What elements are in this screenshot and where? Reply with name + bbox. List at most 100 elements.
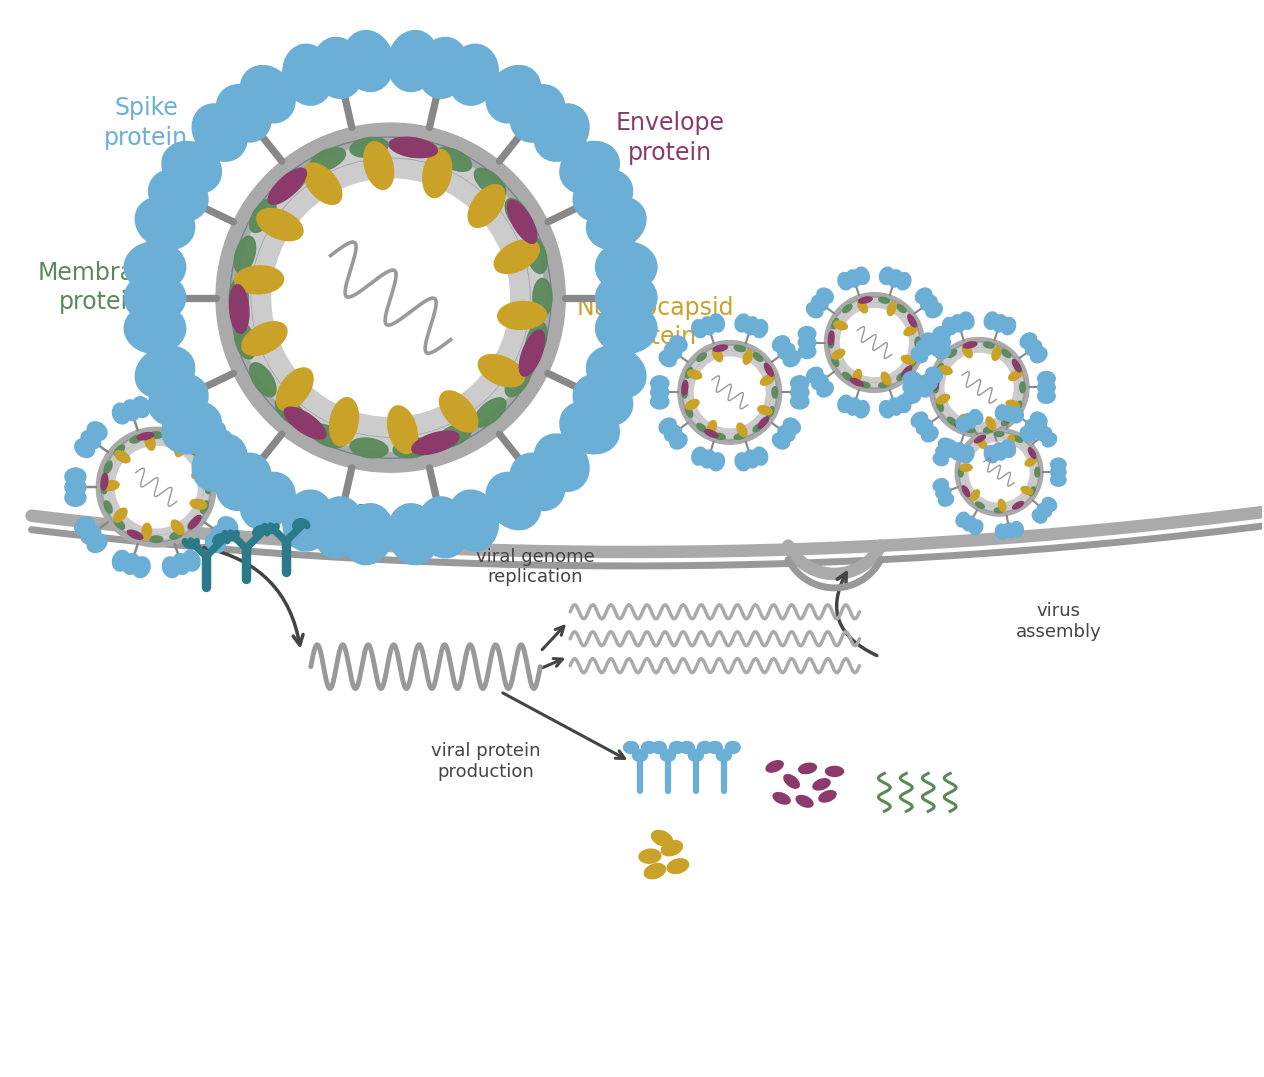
- Ellipse shape: [689, 750, 703, 761]
- Ellipse shape: [825, 767, 843, 777]
- Ellipse shape: [1029, 448, 1035, 459]
- Ellipse shape: [881, 373, 891, 384]
- Ellipse shape: [533, 279, 552, 317]
- Ellipse shape: [526, 322, 547, 359]
- Ellipse shape: [1020, 382, 1025, 393]
- Ellipse shape: [696, 423, 707, 432]
- Ellipse shape: [112, 403, 130, 424]
- Ellipse shape: [506, 363, 532, 396]
- Ellipse shape: [858, 300, 867, 313]
- Ellipse shape: [736, 452, 751, 471]
- Ellipse shape: [133, 557, 150, 577]
- Ellipse shape: [123, 400, 140, 421]
- Ellipse shape: [172, 400, 190, 421]
- Ellipse shape: [389, 137, 437, 157]
- Ellipse shape: [938, 493, 953, 506]
- Ellipse shape: [791, 384, 809, 400]
- Ellipse shape: [828, 337, 834, 348]
- Ellipse shape: [1002, 522, 1016, 538]
- Ellipse shape: [586, 346, 646, 398]
- Ellipse shape: [915, 381, 932, 397]
- Ellipse shape: [138, 433, 154, 439]
- Ellipse shape: [911, 412, 928, 428]
- Ellipse shape: [230, 284, 249, 334]
- Circle shape: [678, 340, 781, 444]
- Ellipse shape: [916, 340, 933, 355]
- Ellipse shape: [494, 240, 540, 274]
- Ellipse shape: [915, 288, 932, 304]
- Ellipse shape: [468, 184, 504, 227]
- Circle shape: [104, 434, 209, 540]
- Ellipse shape: [772, 387, 777, 398]
- Ellipse shape: [956, 423, 968, 431]
- Ellipse shape: [211, 526, 231, 544]
- Ellipse shape: [560, 141, 619, 194]
- Ellipse shape: [350, 438, 388, 458]
- Ellipse shape: [205, 480, 211, 493]
- Ellipse shape: [1038, 428, 1052, 440]
- Ellipse shape: [860, 297, 870, 303]
- Ellipse shape: [659, 418, 676, 434]
- Ellipse shape: [667, 858, 689, 873]
- Ellipse shape: [101, 474, 107, 490]
- Ellipse shape: [388, 504, 439, 564]
- Ellipse shape: [130, 531, 143, 540]
- Ellipse shape: [135, 346, 195, 398]
- Ellipse shape: [422, 150, 451, 197]
- Ellipse shape: [124, 241, 186, 292]
- Circle shape: [684, 347, 775, 438]
- Ellipse shape: [1025, 419, 1042, 435]
- Ellipse shape: [986, 417, 996, 430]
- Ellipse shape: [935, 446, 951, 459]
- Ellipse shape: [896, 395, 911, 412]
- Ellipse shape: [854, 401, 870, 418]
- Circle shape: [272, 179, 509, 417]
- Ellipse shape: [101, 480, 107, 493]
- Ellipse shape: [229, 279, 248, 317]
- Ellipse shape: [190, 499, 206, 509]
- Ellipse shape: [660, 750, 675, 761]
- Ellipse shape: [933, 382, 938, 393]
- Ellipse shape: [843, 305, 852, 312]
- Ellipse shape: [708, 741, 722, 754]
- Ellipse shape: [709, 452, 724, 471]
- Ellipse shape: [310, 148, 345, 171]
- Ellipse shape: [817, 288, 833, 304]
- Ellipse shape: [665, 344, 681, 360]
- Ellipse shape: [964, 426, 975, 433]
- Ellipse shape: [933, 376, 939, 390]
- Circle shape: [956, 429, 1043, 516]
- Ellipse shape: [977, 438, 987, 449]
- Ellipse shape: [995, 508, 1004, 513]
- Ellipse shape: [937, 401, 943, 411]
- Ellipse shape: [64, 478, 86, 495]
- Ellipse shape: [560, 402, 619, 453]
- Ellipse shape: [172, 554, 190, 574]
- Ellipse shape: [142, 523, 152, 540]
- Ellipse shape: [115, 450, 130, 463]
- Ellipse shape: [806, 367, 823, 382]
- Ellipse shape: [1021, 487, 1033, 494]
- Ellipse shape: [937, 394, 949, 404]
- Ellipse shape: [925, 367, 942, 382]
- Ellipse shape: [985, 446, 999, 463]
- Ellipse shape: [312, 38, 364, 98]
- Ellipse shape: [1012, 502, 1024, 509]
- Ellipse shape: [240, 473, 296, 530]
- Ellipse shape: [1020, 426, 1036, 442]
- Ellipse shape: [734, 433, 746, 439]
- Ellipse shape: [698, 741, 713, 754]
- Ellipse shape: [303, 163, 341, 205]
- Ellipse shape: [206, 534, 225, 553]
- Ellipse shape: [1012, 360, 1021, 372]
- Ellipse shape: [717, 750, 732, 761]
- Ellipse shape: [921, 333, 938, 349]
- Ellipse shape: [887, 397, 902, 415]
- Ellipse shape: [938, 438, 953, 451]
- Ellipse shape: [412, 431, 459, 454]
- Ellipse shape: [995, 524, 1009, 540]
- Ellipse shape: [1011, 521, 1024, 536]
- Ellipse shape: [1033, 509, 1047, 523]
- Ellipse shape: [226, 468, 248, 486]
- Ellipse shape: [691, 320, 707, 337]
